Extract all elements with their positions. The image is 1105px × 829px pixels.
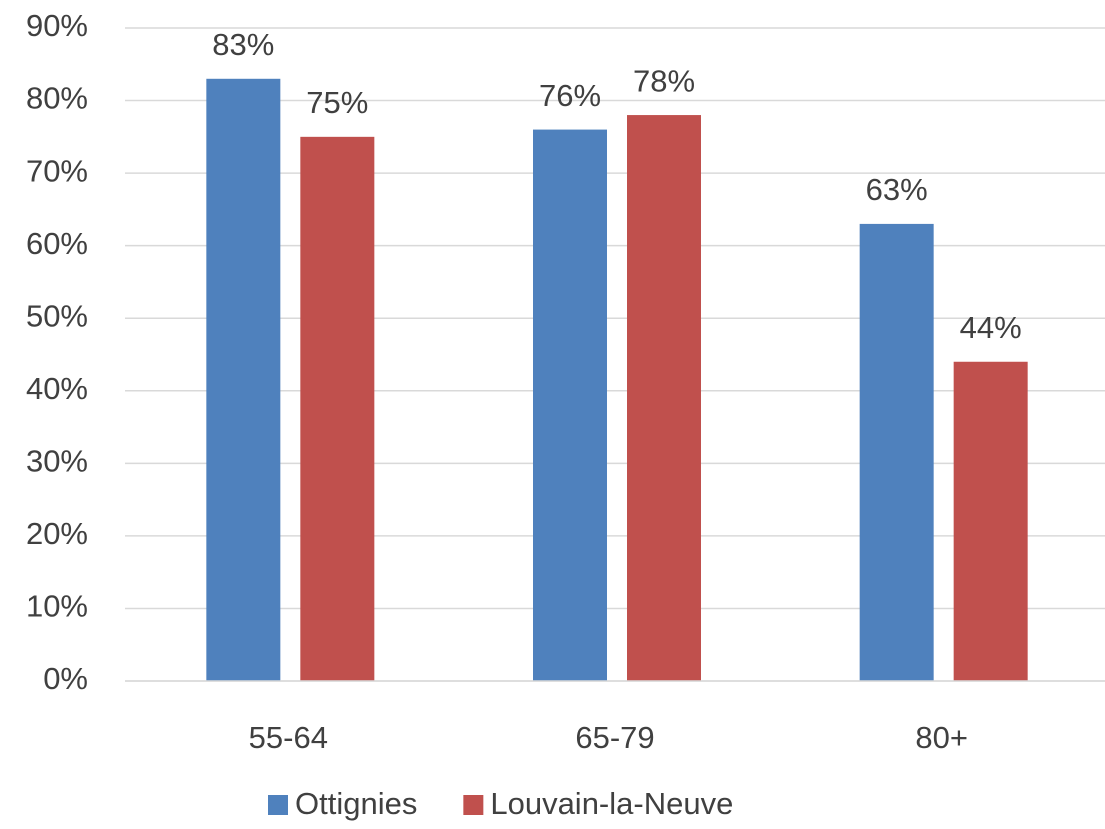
y-tick-label: 0% [43,661,88,696]
legend-label: Louvain-la-Neuve [490,786,733,821]
bar [533,129,607,682]
bar [953,361,1028,681]
y-tick-label: 40% [26,371,88,406]
data-label: 63% [866,172,928,207]
y-tick-label: 70% [26,153,88,188]
data-label: 75% [306,85,368,120]
bar [206,78,281,682]
x-tick-label: 65-79 [575,720,654,755]
y-tick-label: 90% [26,8,88,43]
legend-swatch [268,795,288,815]
legend-swatch [463,795,484,815]
y-tick-label: 20% [26,516,88,551]
y-tick-label: 80% [26,81,88,116]
bar [627,115,701,682]
y-tick-label: 10% [26,589,88,624]
data-label: 44% [960,310,1022,345]
data-label: 78% [633,63,695,98]
legend-label: Ottignies [295,786,417,821]
x-tick-label: 80+ [915,720,968,755]
bar [300,136,375,682]
y-tick-label: 30% [26,444,88,479]
data-label: 76% [539,78,601,113]
data-label: 83% [212,27,274,62]
y-tick-label: 60% [26,226,88,261]
y-tick-label: 50% [26,298,88,333]
bar [859,223,934,681]
x-tick-label: 55-64 [249,720,328,755]
